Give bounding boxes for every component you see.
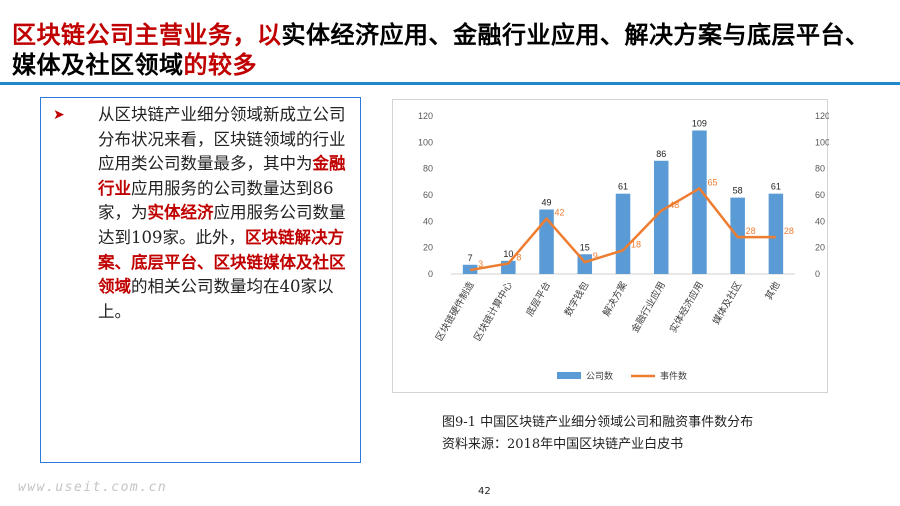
body-text-3: 应用服务公司数量达到109家。此外， [98,203,346,247]
y-tick-label: 80 [423,164,433,174]
bar-data-label: 58 [733,186,743,196]
x-tick-label: 金融行业应用 [629,280,668,335]
event-line [469,187,776,272]
y2-tick-label: 60 [815,190,825,200]
line-data-label: 65 [707,177,717,187]
slide-title: 区块链公司主营业务，以实体经济应用、金融行业应用、解决方案与底层平台、媒体及社区… [12,20,892,80]
line-data-label: 28 [746,226,756,236]
chart-svg: 0 0 20 20 40 40 60 60 80 80 100 100 120 120 7 10 49 15 61 8… [418,111,829,382]
y2-tick-label: 40 [815,216,825,226]
bar [615,193,631,274]
figure-caption-title: 图9-1 中国区块链产业细分领域公司和融资事件数分布 [442,415,754,430]
watermark: www.useit.com.cn [18,480,168,495]
body-text-2: 应用服务的公司数量达到86家，为 [98,178,334,223]
y-tick-label: 20 [423,243,433,253]
x-tick-label: 解决方案 [600,279,630,318]
highlight-solutions-media: 区块链解决方案、底层平台、区块链媒体及社区领域 [98,227,346,297]
bar-data-label: 61 [771,182,781,192]
highlight-real-economy: 实体经济 [147,203,214,223]
x-tick-label: 区块链硬件制造 [433,279,477,343]
highlight-finance: 金融行业 [98,154,346,198]
line-data-label: 28 [784,226,794,236]
x-tick-label: 媒体及社区 [710,279,744,327]
figure-caption-source: 资料来源：2018年中国区块链产业白皮书 [442,437,684,452]
x-tick-label: 底层平台 [524,280,553,319]
title-black-part: 实体经济应用、金融行业应用、解决方案与底层平台、媒体及社区领域 [12,21,870,79]
bar [653,160,669,274]
bar-data-label: 61 [618,182,628,192]
y-tick-label: 60 [423,190,433,200]
title-divider [0,82,900,85]
bar-data-label: 86 [656,149,666,159]
arrow-bullet-icon: ➤ [53,107,65,123]
body-text-1: 从区块链产业细分领域新成立公司分布状况来看，区块链领域的行业应用类公司数量最多，… [98,105,346,174]
line-data-label: 8 [516,252,521,262]
y2-tick-label: 120 [815,111,829,121]
bar [768,193,784,274]
line-data-label: 48 [669,200,679,210]
x-tick-label: 实体经济应用 [667,280,706,335]
line-data-label: 42 [555,208,565,218]
title-red-part-2: 的较多 [183,51,257,79]
y2-tick-label: 0 [815,269,820,279]
y2-tick-label: 80 [815,164,825,174]
bar-data-label: 49 [542,197,552,207]
summary-text: 从区块链产业细分领域新成立公司分布状况来看，区块链领域的行业应用类公司数量最多，… [98,103,356,324]
bar [539,209,554,274]
y-tick-label: 0 [428,269,433,279]
x-tick-label: 区块链计算中心 [471,279,515,343]
y-tick-label: 40 [423,216,433,226]
y-tick-label: 120 [418,111,433,121]
x-tick-label: 其他 [763,279,783,302]
x-tick-label: 数字钱包 [562,279,592,318]
summary-textbox: ➤ 从区块链产业细分领域新成立公司分布状况来看，区块链领域的行业应用类公司数量最… [40,97,361,463]
bar-data-label: 15 [580,242,590,252]
bar-data-label: 7 [468,253,473,263]
combo-chart: 0 0 20 20 40 40 60 60 80 80 100 100 120 120 7 10 49 15 61 8… [392,99,829,393]
title-red-part-1: 区块链公司主营业务，以 [12,21,282,49]
page-number: 42 [478,486,491,497]
legend-bar-label: 公司数 [586,370,613,382]
y2-tick-label: 100 [815,137,829,147]
y-tick-label: 100 [418,137,433,147]
line-data-label: 9 [593,251,598,261]
line-data-label: 3 [478,259,483,269]
bar [692,130,707,274]
y2-tick-label: 20 [815,243,825,253]
bar-data-label: 10 [503,249,513,259]
figure-caption: 图9-1 中国区块链产业细分领域公司和融资事件数分布 资料来源：2018年中国区… [442,412,753,456]
line-data-label: 18 [631,239,641,249]
legend-line-label: 事件数 [660,370,687,382]
body-text-4: 的相关公司数量均在40家以上。 [98,277,334,321]
bar-data-label: 109 [692,118,707,128]
legend-bar-swatch [557,372,581,379]
